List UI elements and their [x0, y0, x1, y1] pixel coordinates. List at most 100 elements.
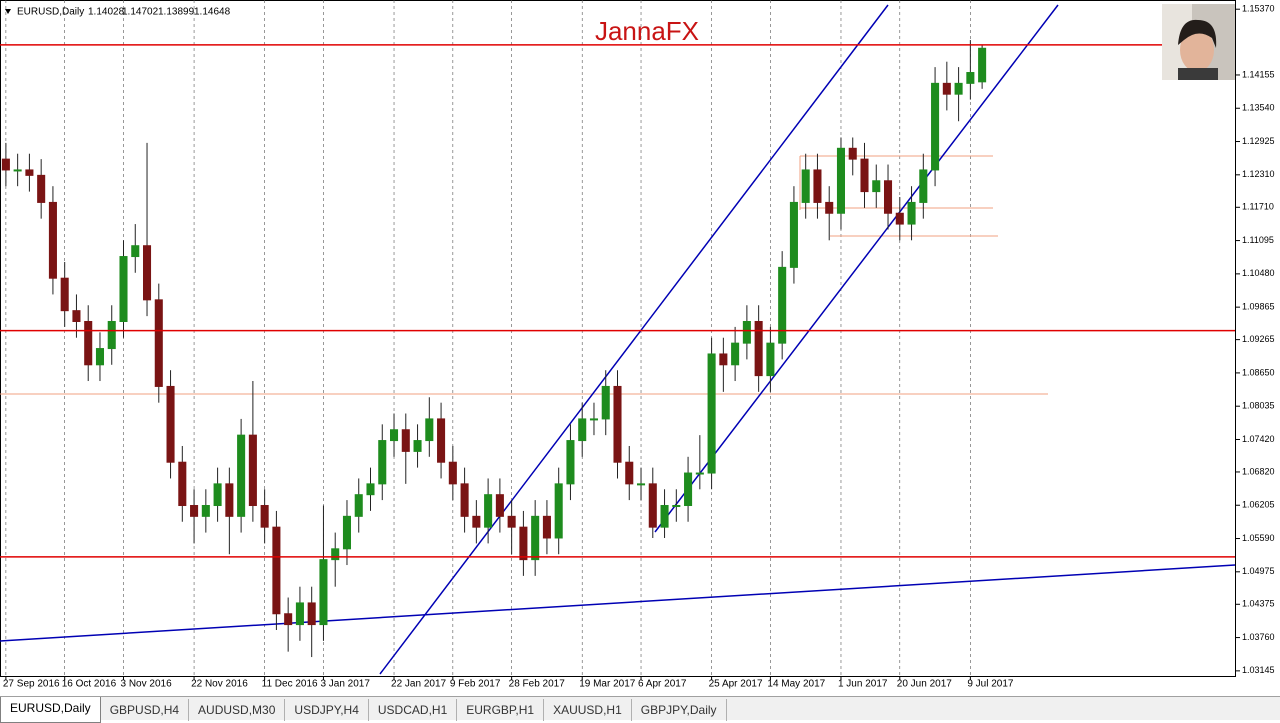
- watermark: JannaFX: [595, 16, 699, 46]
- candle-body: [178, 461, 187, 507]
- candle-body: [719, 353, 728, 366]
- y-tick-label: 1.10480: [1242, 268, 1275, 278]
- y-tick-label: 1.12310: [1242, 169, 1275, 179]
- candle-body: [636, 483, 646, 486]
- candle-body: [672, 505, 681, 508]
- y-tick-label: 1.09865: [1242, 302, 1275, 312]
- y-tick-label: 1.06820: [1242, 466, 1275, 476]
- hair: [1178, 19, 1217, 48]
- x-tick-label: 20 Jun 2017: [897, 679, 952, 690]
- x-tick-label: 11 Dec 2016: [262, 679, 318, 690]
- x-tick-label: 25 Apr 2017: [709, 679, 763, 690]
- candle-body: [107, 320, 116, 350]
- candle-body: [201, 505, 210, 517]
- candle-body: [37, 174, 46, 203]
- plot-area: [0, 0, 1236, 677]
- shoulders: [1178, 68, 1218, 80]
- candle-body: [284, 613, 293, 626]
- chart-tab[interactable]: USDJPY,H4: [285, 699, 369, 721]
- price-axis: [1236, 0, 1280, 696]
- chart-tab[interactable]: GBPJPY,Daily: [632, 699, 727, 721]
- x-tick-label: 16 Oct 2016: [62, 679, 117, 690]
- candle-body: [131, 245, 140, 258]
- y-tick-label: 1.15370: [1242, 4, 1275, 14]
- chart-tab[interactable]: USDCAD,H1: [369, 699, 458, 721]
- y-tick-label: 1.06205: [1242, 500, 1275, 510]
- candle-body: [272, 526, 281, 615]
- drawn-objects: [0, 4, 1236, 675]
- y-tick-label: 1.07420: [1242, 434, 1275, 444]
- candle-body: [437, 418, 446, 463]
- candle-body: [307, 602, 316, 626]
- candle-body: [801, 169, 810, 203]
- candle-body: [754, 320, 763, 377]
- candle-body: [507, 515, 516, 528]
- candle-body: [13, 169, 22, 172]
- candle-body: [919, 169, 928, 203]
- y-tick-label: 1.13540: [1242, 103, 1275, 113]
- x-tick-label: 3 Nov 2016: [121, 679, 173, 690]
- chart-tab[interactable]: EURUSD,Daily: [0, 697, 101, 723]
- candle-body: [319, 559, 328, 626]
- y-tick-label: 1.08035: [1242, 401, 1275, 411]
- x-tick-label: 3 Jan 2017: [320, 679, 370, 690]
- candle-body: [142, 245, 152, 301]
- candle-body: [931, 82, 940, 171]
- candle-body: [519, 526, 528, 561]
- candle-body: [942, 82, 951, 95]
- candle-body: [354, 494, 363, 517]
- candle-body: [25, 169, 34, 176]
- y-tick-label: 1.14155: [1242, 69, 1275, 79]
- menu-arrow[interactable]: [5, 9, 11, 14]
- candle-body: [766, 342, 775, 377]
- candle-body: [119, 256, 128, 322]
- chart-tab[interactable]: EURGBP,H1: [457, 699, 545, 721]
- candle-body: [260, 505, 269, 528]
- trend-line: [0, 564, 1236, 642]
- chart-tab[interactable]: XAUUSD,H1: [544, 699, 632, 721]
- candle-body: [1, 158, 10, 171]
- chart-tab[interactable]: AUDUSD,M30: [189, 699, 286, 721]
- candle-body: [366, 483, 375, 496]
- candle-body: [907, 201, 916, 225]
- candle-body: [731, 342, 740, 366]
- candle-body: [648, 483, 657, 528]
- candle-body: [742, 320, 751, 344]
- candle-body: [883, 180, 893, 214]
- candle-body: [695, 472, 704, 475]
- y-tick-label: 1.11095: [1242, 235, 1274, 245]
- chart-tab[interactable]: GBPUSD,H4: [101, 699, 190, 721]
- y-axis: 1.15370 1.14155 1.13540 1.12925 1.12310 1.117…: [1236, 4, 1275, 675]
- y-tick-label: 1.03145: [1242, 665, 1275, 675]
- candle-body: [60, 277, 69, 312]
- x-tick-label: 22 Jan 2017: [391, 679, 446, 690]
- candle-body: [589, 418, 599, 421]
- x-tick-label: 19 Mar 2017: [579, 679, 636, 690]
- candle-body: [460, 483, 469, 517]
- high-value: 1.14702: [122, 7, 159, 18]
- candle-body: [72, 310, 81, 322]
- candle-body: [48, 201, 57, 279]
- candle-body: [295, 602, 304, 626]
- candle-body: [225, 483, 234, 517]
- candle-body: [154, 299, 163, 387]
- x-tick-label: 22 Nov 2016: [191, 679, 248, 690]
- candle-body: [448, 461, 457, 485]
- low-value: 1.13899: [158, 7, 195, 18]
- candle-body: [531, 515, 540, 561]
- y-tick-label: 1.12925: [1242, 136, 1275, 146]
- candle-body: [978, 47, 987, 83]
- candle-body: [95, 348, 105, 366]
- face: [1180, 28, 1214, 72]
- candle-body: [213, 483, 222, 507]
- candle-body: [248, 434, 257, 507]
- candle-body: [789, 201, 798, 268]
- candle-body: [613, 385, 622, 463]
- candle-body: [684, 472, 693, 507]
- x-tick-label: 9 Feb 2017: [450, 679, 501, 690]
- candle-body: [401, 429, 410, 452]
- candle-body: [813, 169, 822, 203]
- candle-body: [707, 353, 716, 474]
- webcam: [1162, 4, 1235, 80]
